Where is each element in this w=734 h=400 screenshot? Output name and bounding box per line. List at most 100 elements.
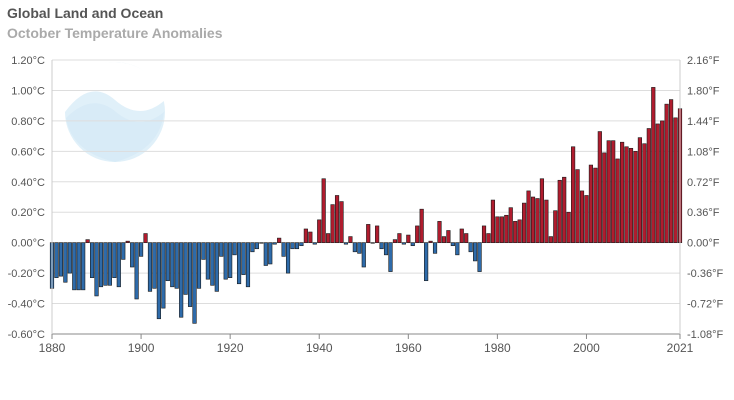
bar-1910 [183, 242, 188, 295]
y-tick-label-left: -0.60°C [8, 329, 45, 341]
bar-1947 [348, 236, 353, 243]
bar-2018 [664, 103, 669, 243]
bar-1982 [504, 214, 509, 243]
bar-1959 [401, 242, 406, 245]
bar-1972 [459, 228, 464, 243]
bar-1955 [383, 242, 389, 256]
x-tick-label: 2000 [573, 341, 600, 355]
bar-1903 [152, 242, 157, 289]
bar-1930 [272, 242, 277, 245]
bar-1883 [63, 242, 68, 283]
bar-1968 [441, 236, 447, 243]
bar-1986 [522, 202, 527, 243]
x-tick-label: 1980 [484, 341, 511, 355]
bar-1979 [490, 199, 496, 243]
y-tick-label-right: 2.16°F [687, 55, 720, 67]
bar-1990 [539, 178, 545, 243]
bar-1922 [236, 242, 242, 285]
bar-1893 [107, 242, 112, 286]
bar-1915 [205, 242, 210, 280]
bar-1919 [223, 242, 228, 280]
bar-1975 [473, 242, 478, 262]
bar-1936 [299, 242, 304, 247]
bar-1902 [147, 242, 153, 292]
bar-1932 [281, 242, 286, 257]
bar-1983 [508, 207, 513, 243]
y-tick-label-left: -0.40°C [8, 299, 45, 311]
bar-1885 [72, 242, 77, 291]
x-tick-label: 1880 [39, 341, 66, 355]
bar-1912 [192, 242, 197, 324]
bar-1951 [366, 224, 371, 243]
bar-2011 [633, 151, 638, 243]
bar-1987 [526, 190, 531, 243]
bar-1897 [125, 240, 130, 243]
y-tick-label-left: 0.00°C [11, 238, 45, 250]
y-tick-label-left: 0.60°C [11, 146, 45, 158]
x-tick-label: 2021 [667, 341, 694, 355]
bar-1954 [379, 242, 384, 250]
bar-1914 [201, 242, 206, 260]
bar-1899 [134, 242, 139, 300]
bar-2001 [588, 164, 594, 243]
bar-1929 [268, 242, 273, 265]
bar-1892 [103, 242, 108, 286]
bar-1943 [330, 204, 335, 243]
bar-1926 [254, 242, 259, 250]
bar-1994 [557, 179, 562, 243]
bar-2009 [624, 146, 629, 243]
bar-1890 [94, 242, 99, 297]
bar-1950 [361, 242, 366, 268]
bar-1911 [187, 242, 193, 307]
bar-1935 [294, 242, 300, 250]
y-tick-label-right: -0.72°F [687, 299, 723, 311]
bar-1960 [406, 234, 411, 243]
bar-1884 [67, 242, 72, 274]
bar-1923 [241, 242, 246, 275]
bar-2014 [646, 128, 651, 243]
bar-2013 [642, 143, 647, 243]
bar-1913 [196, 242, 202, 289]
bar-1894 [112, 242, 117, 278]
bar-1937 [303, 228, 308, 243]
axes-group [51, 60, 681, 335]
y-tick-label-left: 0.40°C [11, 177, 45, 189]
bar-1909 [179, 242, 184, 318]
bar-2020 [673, 117, 678, 243]
bar-1931 [277, 237, 282, 243]
x-tick-label: 1960 [395, 341, 422, 355]
y-tick-label-right: 0.00°F [687, 238, 720, 250]
bar-1958 [397, 233, 402, 243]
bar-1964 [424, 242, 429, 282]
bar-1999 [579, 190, 585, 243]
bar-1900 [138, 242, 144, 257]
chart-subtitle: October Temperature Anomalies [7, 25, 223, 41]
bar-1961 [410, 242, 415, 247]
bar-2008 [620, 141, 625, 243]
bar-2015 [651, 87, 656, 243]
bar-1965 [428, 240, 433, 243]
bar-2012 [637, 137, 642, 243]
y-tick-label-left: 1.00°C [11, 85, 45, 97]
bar-1928 [263, 242, 268, 266]
bar-1984 [513, 221, 518, 243]
x-tick-label: 1940 [306, 341, 333, 355]
bar-1956 [388, 242, 393, 272]
bar-2005 [606, 140, 611, 243]
y-tick-label-right: 0.36°F [687, 207, 720, 219]
bar-1980 [495, 216, 500, 243]
bar-1916 [210, 242, 215, 286]
bar-1966 [432, 242, 438, 254]
bar-1886 [76, 242, 81, 291]
bar-2004 [602, 152, 607, 243]
y-tick-label-right: 0.72°F [687, 177, 720, 189]
bars-group [49, 87, 683, 324]
bar-1963 [419, 208, 424, 243]
bar-1882 [58, 242, 63, 277]
bar-1896 [121, 242, 126, 260]
y-tick-label-left: -0.20°C [8, 268, 45, 280]
bar-1917 [214, 242, 219, 292]
noaa-logo [65, 62, 165, 162]
bar-1925 [250, 242, 255, 253]
